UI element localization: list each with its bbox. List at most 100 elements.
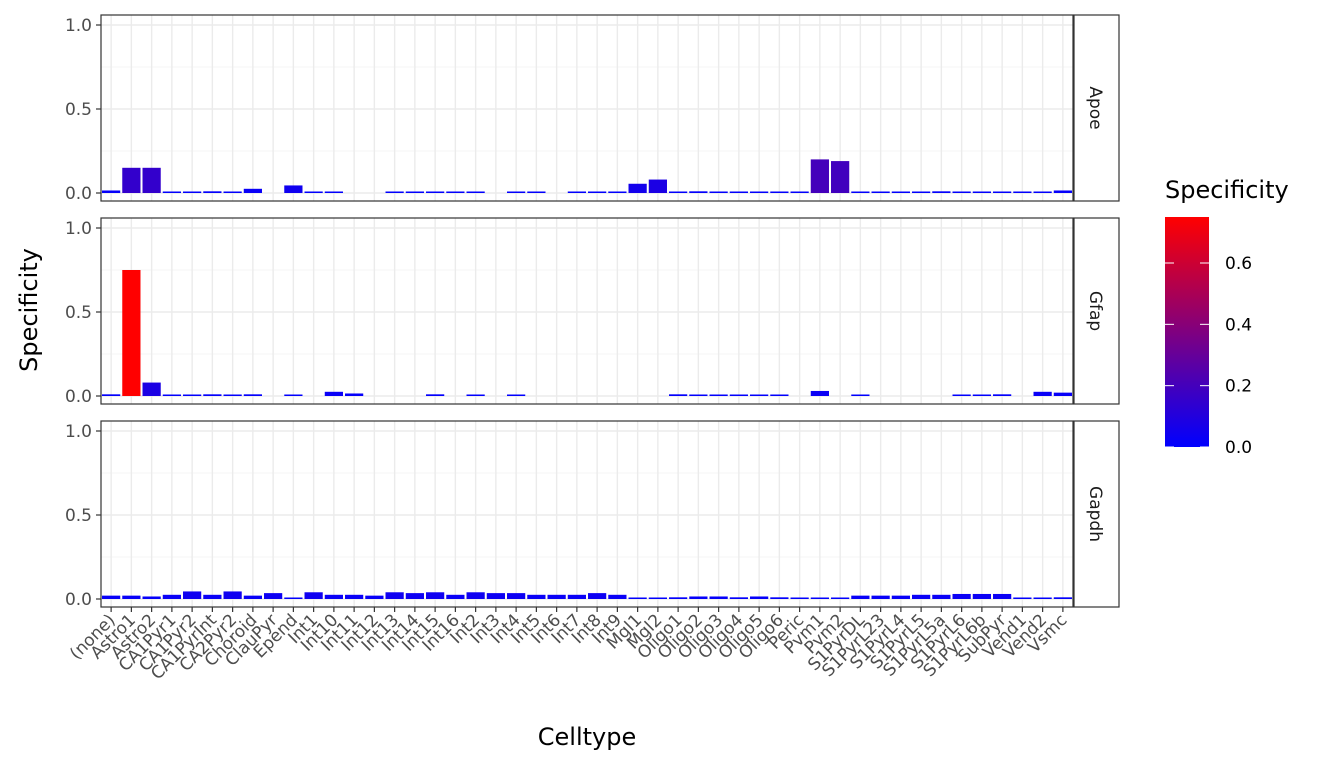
bar-apoe-3 [162, 191, 181, 193]
panel-background [101, 421, 1073, 607]
bar-gfap-16 [426, 394, 445, 396]
bar-gfap-32 [750, 394, 769, 396]
bar-apoe-34 [790, 191, 809, 193]
bar-gapdh-30 [709, 596, 728, 599]
bar-gapdh-46 [1033, 597, 1052, 599]
bar-apoe-45 [1013, 191, 1032, 193]
y-tick-label: 0.5 [65, 100, 92, 120]
bar-gapdh-5 [203, 594, 222, 599]
y-tick-label: 0.0 [65, 184, 92, 204]
bar-gfap-44 [993, 394, 1012, 396]
legend-colorbar [1165, 217, 1209, 447]
y-axis-title: Specificity [15, 248, 43, 372]
y-tick-label: 0.5 [65, 303, 92, 323]
color-legend: Specificity 0.0 0.2 0.4 0.6 [1165, 176, 1289, 458]
bar-gapdh-41 [932, 594, 951, 599]
bar-gfap-28 [669, 394, 688, 396]
bar-apoe-38 [871, 191, 890, 193]
bar-gapdh-12 [345, 594, 364, 599]
bar-gapdh-20 [507, 593, 526, 599]
bar-gfap-7 [243, 394, 262, 396]
bar-gfap-37 [851, 394, 870, 396]
bar-apoe-25 [608, 191, 627, 193]
bar-gapdh-8 [264, 593, 283, 599]
bar-apoe-24 [588, 191, 607, 193]
legend-tick-label: 0.2 [1225, 377, 1252, 397]
bar-apoe-17 [446, 191, 465, 193]
bar-apoe-2 [142, 167, 161, 193]
bar-apoe-10 [304, 191, 323, 193]
bar-gapdh-23 [567, 594, 586, 599]
legend-title: Specificity [1165, 176, 1289, 204]
bar-gapdh-14 [385, 592, 404, 599]
bar-apoe-33 [770, 191, 789, 193]
bar-gapdh-37 [851, 595, 870, 599]
bar-gapdh-0 [102, 595, 121, 599]
bar-gapdh-32 [750, 596, 769, 599]
strip-label: Apoe [1085, 86, 1105, 129]
bar-apoe-32 [750, 191, 769, 193]
bar-gapdh-36 [831, 597, 850, 599]
bar-gapdh-2 [142, 596, 161, 599]
bar-apoe-35 [810, 159, 829, 193]
bar-gfap-6 [223, 394, 242, 396]
bar-gfap-46 [1033, 391, 1052, 396]
bar-apoe-20 [507, 191, 526, 193]
bar-gapdh-27 [648, 597, 667, 599]
bar-apoe-46 [1033, 191, 1052, 193]
bar-gapdh-19 [486, 593, 505, 599]
bar-gfap-18 [466, 394, 485, 396]
bar-apoe-14 [385, 191, 404, 193]
bar-gapdh-39 [891, 595, 910, 599]
strip-label: Gfap [1085, 291, 1105, 331]
bar-apoe-1 [122, 167, 141, 193]
bar-gapdh-45 [1013, 597, 1032, 599]
panel-background [101, 218, 1073, 404]
bar-apoe-36 [831, 161, 850, 193]
bar-gapdh-25 [608, 594, 627, 599]
bar-apoe-7 [243, 188, 262, 193]
bar-apoe-5 [203, 191, 222, 193]
bar-gapdh-44 [993, 593, 1012, 599]
y-tick-label: 1.0 [65, 219, 92, 239]
facet-panel-gfap: 0.0 0.5 1.0 Gfap [65, 217, 1120, 407]
y-tick-label: 1.0 [65, 16, 92, 36]
bar-gapdh-4 [183, 591, 202, 599]
bar-apoe-15 [405, 191, 424, 193]
bar-gfap-5 [203, 394, 222, 396]
bar-gfap-33 [770, 394, 789, 396]
strip-gfap [1073, 217, 1120, 405]
bar-apoe-41 [932, 191, 951, 193]
facet-panel-apoe: 0.0 0.5 1.0 Apoe [65, 14, 1120, 204]
bar-gapdh-16 [426, 592, 445, 599]
bar-gapdh-10 [304, 592, 323, 599]
bar-gapdh-47 [1053, 597, 1072, 599]
strip-apoe [1073, 14, 1120, 202]
bar-apoe-23 [567, 191, 586, 193]
bar-gfap-11 [324, 391, 343, 396]
bar-apoe-44 [993, 191, 1012, 193]
bar-gapdh-28 [669, 597, 688, 599]
bar-gapdh-11 [324, 594, 343, 599]
bar-apoe-39 [891, 191, 910, 193]
bar-gfap-30 [709, 394, 728, 396]
panel-background [101, 15, 1073, 201]
bar-gfap-1 [122, 270, 141, 396]
legend-tick-label: 0.4 [1225, 315, 1252, 335]
panel-border [100, 420, 1074, 608]
bar-gfap-12 [345, 393, 364, 396]
bar-gapdh-35 [810, 597, 829, 599]
bar-gfap-2 [142, 382, 161, 396]
panel-border [100, 14, 1074, 202]
bar-gapdh-29 [689, 596, 708, 599]
bar-apoe-0 [102, 190, 121, 193]
bar-gapdh-13 [365, 595, 384, 599]
bar-apoe-6 [223, 191, 242, 193]
facet-panels: 0.0 0.5 1.0 Apoe 0.0 0.5 1.0 Gfap 0.0 0.5 1.0 Gapdh [65, 14, 1120, 610]
bar-apoe-42 [952, 191, 971, 193]
bar-gapdh-7 [243, 595, 262, 599]
y-tick-label: 0.0 [65, 387, 92, 407]
bar-gapdh-15 [405, 593, 424, 599]
bar-gapdh-24 [588, 593, 607, 599]
